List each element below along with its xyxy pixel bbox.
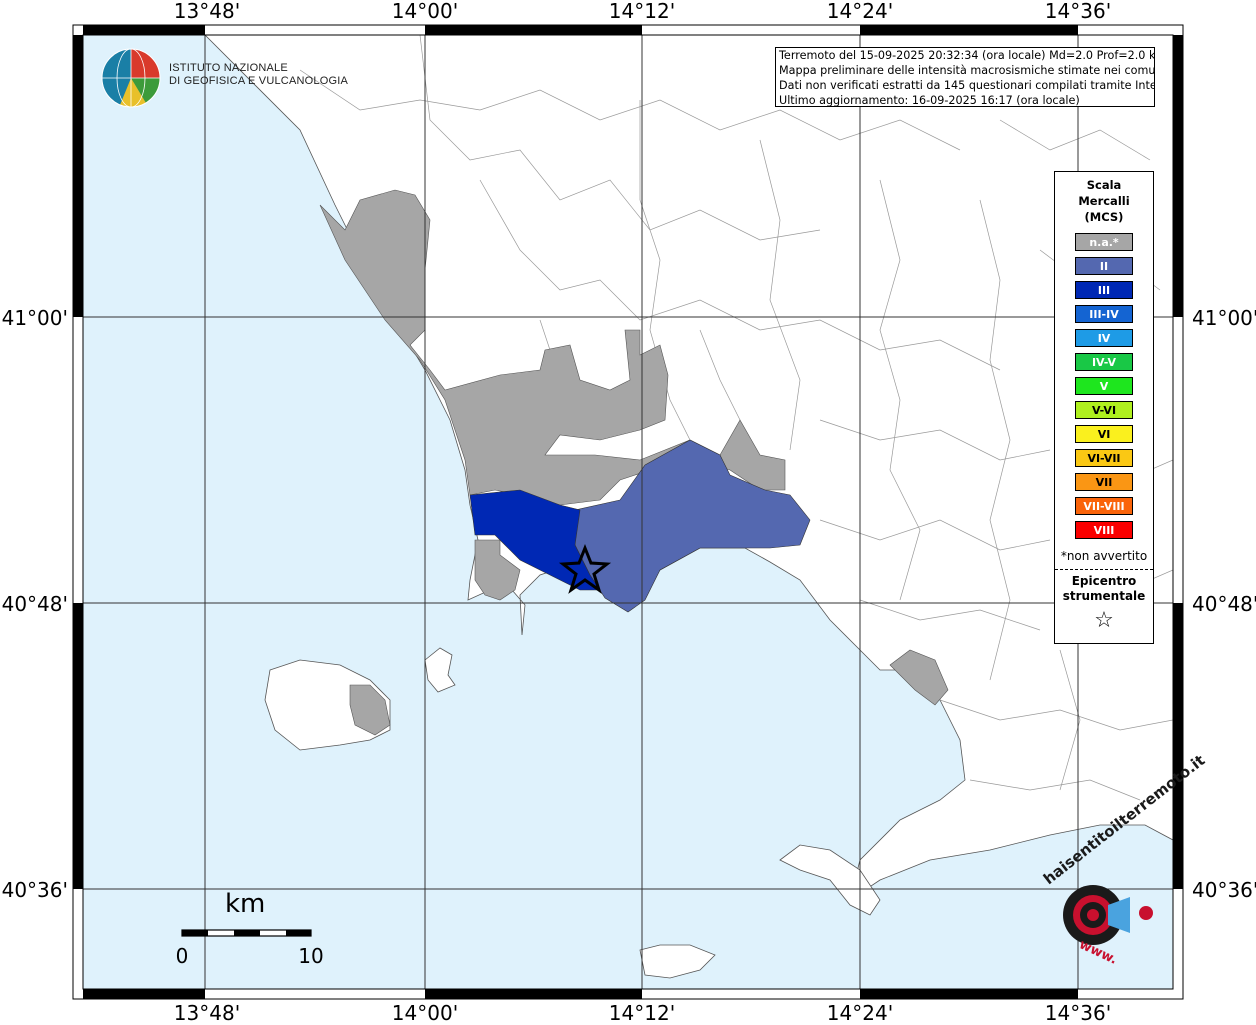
logo-line-1: ISTITUTO NAZIONALE [169, 62, 288, 74]
epicenter-star [558, 543, 612, 594]
ingv-logo-icon [101, 48, 161, 108]
scale-end-label: 10 [298, 944, 324, 968]
latitude-label-right: 41°00' [1192, 306, 1256, 330]
legend-item-vivii: VI-VII [1075, 449, 1133, 467]
legend-title: Scala Mercalli (MCS) [1055, 177, 1153, 225]
legend-item-na: n.a.* [1075, 233, 1133, 251]
info-line-3: Dati non verificati estratti da 145 ques… [779, 79, 1155, 92]
latitude-label-right: 40°48' [1192, 592, 1256, 616]
logo-line-2: DI GEOFISICA E VULCANOLOGIA [169, 75, 348, 87]
latitude-label-left: 41°00' [1, 306, 68, 330]
longitude-label-top: 14°00' [391, 0, 459, 23]
star-icon: ☆ [1094, 608, 1114, 633]
mcs-legend: Scala Mercalli (MCS) n.a.* II III III-IV IV I… [1054, 171, 1154, 644]
longitude-label-bottom: 14°36' [1044, 1001, 1112, 1025]
info-line-4: Ultimo aggiornamento: 16-09-2025 16:17 (… [779, 94, 1080, 107]
ischia-grey-area [349, 684, 391, 736]
epicenter-line-2: strumentale [1062, 589, 1146, 603]
legend-item-viiviii: VII-VIII [1075, 497, 1133, 515]
info-line-1: Terremoto del 15-09-2025 20:32:34 (ora l… [779, 49, 1155, 62]
longitude-label-bottom: 14°12' [608, 1001, 676, 1025]
legend-item-viii: VIII [1075, 521, 1133, 539]
area-intensity-II [574, 439, 811, 613]
island-ischia [264, 659, 391, 751]
longitude-label-bottom: 14°24' [826, 1001, 894, 1025]
island-procida [424, 647, 456, 693]
area-not-felt-pozzuoli [474, 539, 521, 601]
longitude-label-top: 14°36' [1044, 0, 1112, 23]
info-line-2: Mappa preliminare delle intensità macros… [779, 64, 1155, 77]
legend-item-ii: II [1075, 257, 1133, 275]
legend-items: n.a.* II III III-IV IV IV-V V V-VI VI VI-VII VII VI… [1055, 233, 1153, 539]
latitude-label-left: 40°36' [1, 878, 68, 902]
legend-item-v: V [1075, 377, 1133, 395]
epicenter-line-1: Epicentro [1071, 574, 1137, 588]
legend-title-line-3: (MCS) [1084, 210, 1124, 224]
legend-item-iiiiv: III-IV [1075, 305, 1133, 323]
area-not-felt-vesuvius [889, 649, 949, 706]
scale-bar [181, 929, 312, 937]
legend-item-ivv: IV-V [1075, 353, 1133, 371]
scale-start-label: 0 [175, 944, 189, 968]
map-frame [72, 24, 1184, 1000]
latitude-label-left: 40°48' [1, 592, 68, 616]
peninsula [779, 844, 881, 916]
longitude-label-bottom: 13°48' [173, 1001, 241, 1025]
latitude-label-right: 40°36' [1192, 878, 1256, 902]
earthquake-info-box: Terremoto del 15-09-2025 20:32:34 (ora l… [775, 47, 1155, 107]
longitude-label-bottom: 14°00' [391, 1001, 459, 1025]
legend-item-iv: IV [1075, 329, 1133, 347]
longitude-label-top: 14°12' [608, 0, 676, 23]
island-capri [639, 944, 716, 979]
legend-item-iii: III [1075, 281, 1133, 299]
longitude-label-top: 14°24' [826, 0, 894, 23]
target-icon [1063, 885, 1153, 945]
legend-epicenter-label: Epicentro strumentale [1055, 574, 1153, 604]
legend-title-line-2: Mercalli [1078, 194, 1130, 208]
ingv-logo-text: ISTITUTO NAZIONALE DI GEOFISICA E VULCAN… [169, 62, 348, 88]
legend-item-vvi: V-VI [1075, 401, 1133, 419]
legend-separator [1055, 569, 1153, 570]
legend-item-vi: VI [1075, 425, 1133, 443]
legend-title-line-1: Scala [1086, 178, 1122, 192]
longitude-label-top: 13°48' [173, 0, 241, 23]
legend-item-vii: VII [1075, 473, 1133, 491]
legend-note: *non avvertito [1060, 549, 1148, 563]
scale-unit-label: km [225, 889, 266, 919]
